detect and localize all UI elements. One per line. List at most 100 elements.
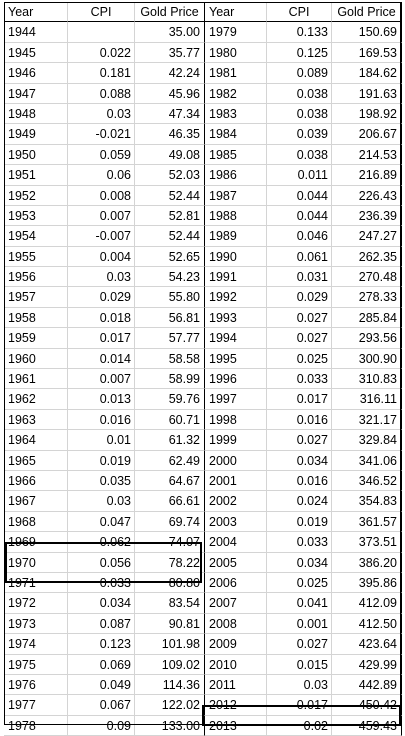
- cpi-cell[interactable]: 0.06: [68, 165, 135, 186]
- cpi-cell[interactable]: 0.069: [68, 654, 135, 675]
- year-cell[interactable]: 1994: [205, 328, 267, 349]
- year-cell[interactable]: 1998: [205, 409, 267, 431]
- header-gold-right[interactable]: Gold Price: [332, 2, 402, 23]
- gold-price-cell[interactable]: 285.84: [332, 307, 402, 329]
- gold-price-cell[interactable]: 54.23: [135, 267, 205, 288]
- year-cell[interactable]: 2012: [205, 695, 267, 716]
- cpi-cell[interactable]: 0.007: [68, 369, 135, 390]
- year-cell[interactable]: 1949: [4, 124, 68, 145]
- year-cell[interactable]: 1989: [205, 226, 267, 247]
- year-cell[interactable]: 1977: [4, 695, 68, 716]
- gold-price-cell[interactable]: 278.33: [332, 287, 402, 308]
- year-cell[interactable]: 1948: [4, 103, 68, 125]
- gold-price-cell[interactable]: 56.81: [135, 307, 205, 329]
- gold-price-cell[interactable]: 90.81: [135, 613, 205, 635]
- cpi-cell[interactable]: 0.008: [68, 185, 135, 206]
- cpi-cell[interactable]: 0.125: [267, 42, 332, 64]
- year-cell[interactable]: 1978: [4, 715, 68, 736]
- year-cell[interactable]: 2008: [205, 613, 267, 635]
- cpi-cell[interactable]: 0.019: [267, 511, 332, 533]
- year-cell[interactable]: 1991: [205, 267, 267, 288]
- year-cell[interactable]: 1962: [4, 389, 68, 410]
- year-cell[interactable]: 1955: [4, 246, 68, 268]
- gold-price-cell[interactable]: 247.27: [332, 226, 402, 247]
- cpi-cell[interactable]: 0.03: [267, 674, 332, 696]
- year-cell[interactable]: 1972: [4, 593, 68, 614]
- gold-price-cell[interactable]: 35.00: [135, 22, 205, 43]
- gold-price-cell[interactable]: 329.84: [332, 430, 402, 451]
- year-cell[interactable]: 1971: [4, 572, 68, 594]
- header-cpi-right[interactable]: CPI: [267, 2, 332, 23]
- gold-price-cell[interactable]: 198.92: [332, 103, 402, 125]
- year-cell[interactable]: 2011: [205, 674, 267, 696]
- cpi-cell[interactable]: 0.02: [267, 715, 332, 736]
- cpi-cell[interactable]: 0.033: [267, 532, 332, 553]
- gold-price-cell[interactable]: 169.53: [332, 42, 402, 64]
- gold-price-cell[interactable]: 122.02: [135, 695, 205, 716]
- year-cell[interactable]: 1973: [4, 613, 68, 635]
- cpi-cell[interactable]: 0.017: [267, 695, 332, 716]
- cpi-cell[interactable]: -0.007: [68, 226, 135, 247]
- gold-price-cell[interactable]: 69.74: [135, 511, 205, 533]
- year-cell[interactable]: 1958: [4, 307, 68, 329]
- gold-price-cell[interactable]: 52.44: [135, 185, 205, 206]
- cpi-cell[interactable]: 0.046: [267, 226, 332, 247]
- cpi-cell[interactable]: 0.034: [267, 552, 332, 573]
- cpi-cell[interactable]: 0.015: [267, 654, 332, 675]
- cpi-cell[interactable]: 0.039: [267, 124, 332, 145]
- year-cell[interactable]: 1961: [4, 369, 68, 390]
- year-cell[interactable]: 1993: [205, 307, 267, 329]
- year-cell[interactable]: 2013: [205, 715, 267, 736]
- gold-price-cell[interactable]: 114.36: [135, 674, 205, 696]
- year-cell[interactable]: 1965: [4, 450, 68, 471]
- cpi-cell[interactable]: 0.025: [267, 348, 332, 370]
- gold-price-cell[interactable]: 310.83: [332, 369, 402, 390]
- gold-price-cell[interactable]: 386.20: [332, 552, 402, 573]
- gold-price-cell[interactable]: 395.86: [332, 572, 402, 594]
- gold-price-cell[interactable]: 78.22: [135, 552, 205, 573]
- header-cpi-left[interactable]: CPI: [68, 2, 135, 23]
- year-cell[interactable]: 1996: [205, 369, 267, 390]
- year-cell[interactable]: 2010: [205, 654, 267, 675]
- gold-price-cell[interactable]: 262.35: [332, 246, 402, 268]
- year-cell[interactable]: 1966: [4, 470, 68, 492]
- year-cell[interactable]: 1957: [4, 287, 68, 308]
- header-year-left[interactable]: Year: [4, 2, 68, 23]
- gold-price-cell[interactable]: 74.07: [135, 532, 205, 553]
- cpi-cell[interactable]: 0.031: [267, 267, 332, 288]
- gold-price-cell[interactable]: 133.00: [135, 715, 205, 736]
- cpi-cell[interactable]: 0.061: [267, 246, 332, 268]
- cpi-cell[interactable]: 0.018: [68, 307, 135, 329]
- gold-price-cell[interactable]: 52.03: [135, 165, 205, 186]
- cpi-cell[interactable]: 0.059: [68, 144, 135, 166]
- cpi-cell[interactable]: 0.049: [68, 674, 135, 696]
- year-cell[interactable]: 1988: [205, 205, 267, 227]
- year-cell[interactable]: 1959: [4, 328, 68, 349]
- gold-price-cell[interactable]: 226.43: [332, 185, 402, 206]
- gold-price-cell[interactable]: 59.76: [135, 389, 205, 410]
- gold-price-cell[interactable]: 341.06: [332, 450, 402, 471]
- cpi-cell[interactable]: 0.016: [267, 409, 332, 431]
- gold-price-cell[interactable]: 46.35: [135, 124, 205, 145]
- gold-price-cell[interactable]: 83.54: [135, 593, 205, 614]
- year-cell[interactable]: 2004: [205, 532, 267, 553]
- gold-price-cell[interactable]: 64.67: [135, 470, 205, 492]
- gold-price-cell[interactable]: 450.42: [332, 695, 402, 716]
- gold-price-cell[interactable]: 236.39: [332, 205, 402, 227]
- gold-price-cell[interactable]: 55.80: [135, 287, 205, 308]
- gold-price-cell[interactable]: 300.90: [332, 348, 402, 370]
- gold-price-cell[interactable]: 412.50: [332, 613, 402, 635]
- gold-price-cell[interactable]: 423.64: [332, 634, 402, 655]
- gold-price-cell[interactable]: 429.99: [332, 654, 402, 675]
- cpi-cell[interactable]: 0.019: [68, 450, 135, 471]
- year-cell[interactable]: 1981: [205, 63, 267, 84]
- year-cell[interactable]: 1995: [205, 348, 267, 370]
- year-cell[interactable]: 1983: [205, 103, 267, 125]
- year-cell[interactable]: 1968: [4, 511, 68, 533]
- year-cell[interactable]: 2003: [205, 511, 267, 533]
- year-cell[interactable]: 1960: [4, 348, 68, 370]
- gold-price-cell[interactable]: 442.89: [332, 674, 402, 696]
- cpi-cell[interactable]: 0.027: [267, 634, 332, 655]
- gold-price-cell[interactable]: 361.57: [332, 511, 402, 533]
- year-cell[interactable]: 1985: [205, 144, 267, 166]
